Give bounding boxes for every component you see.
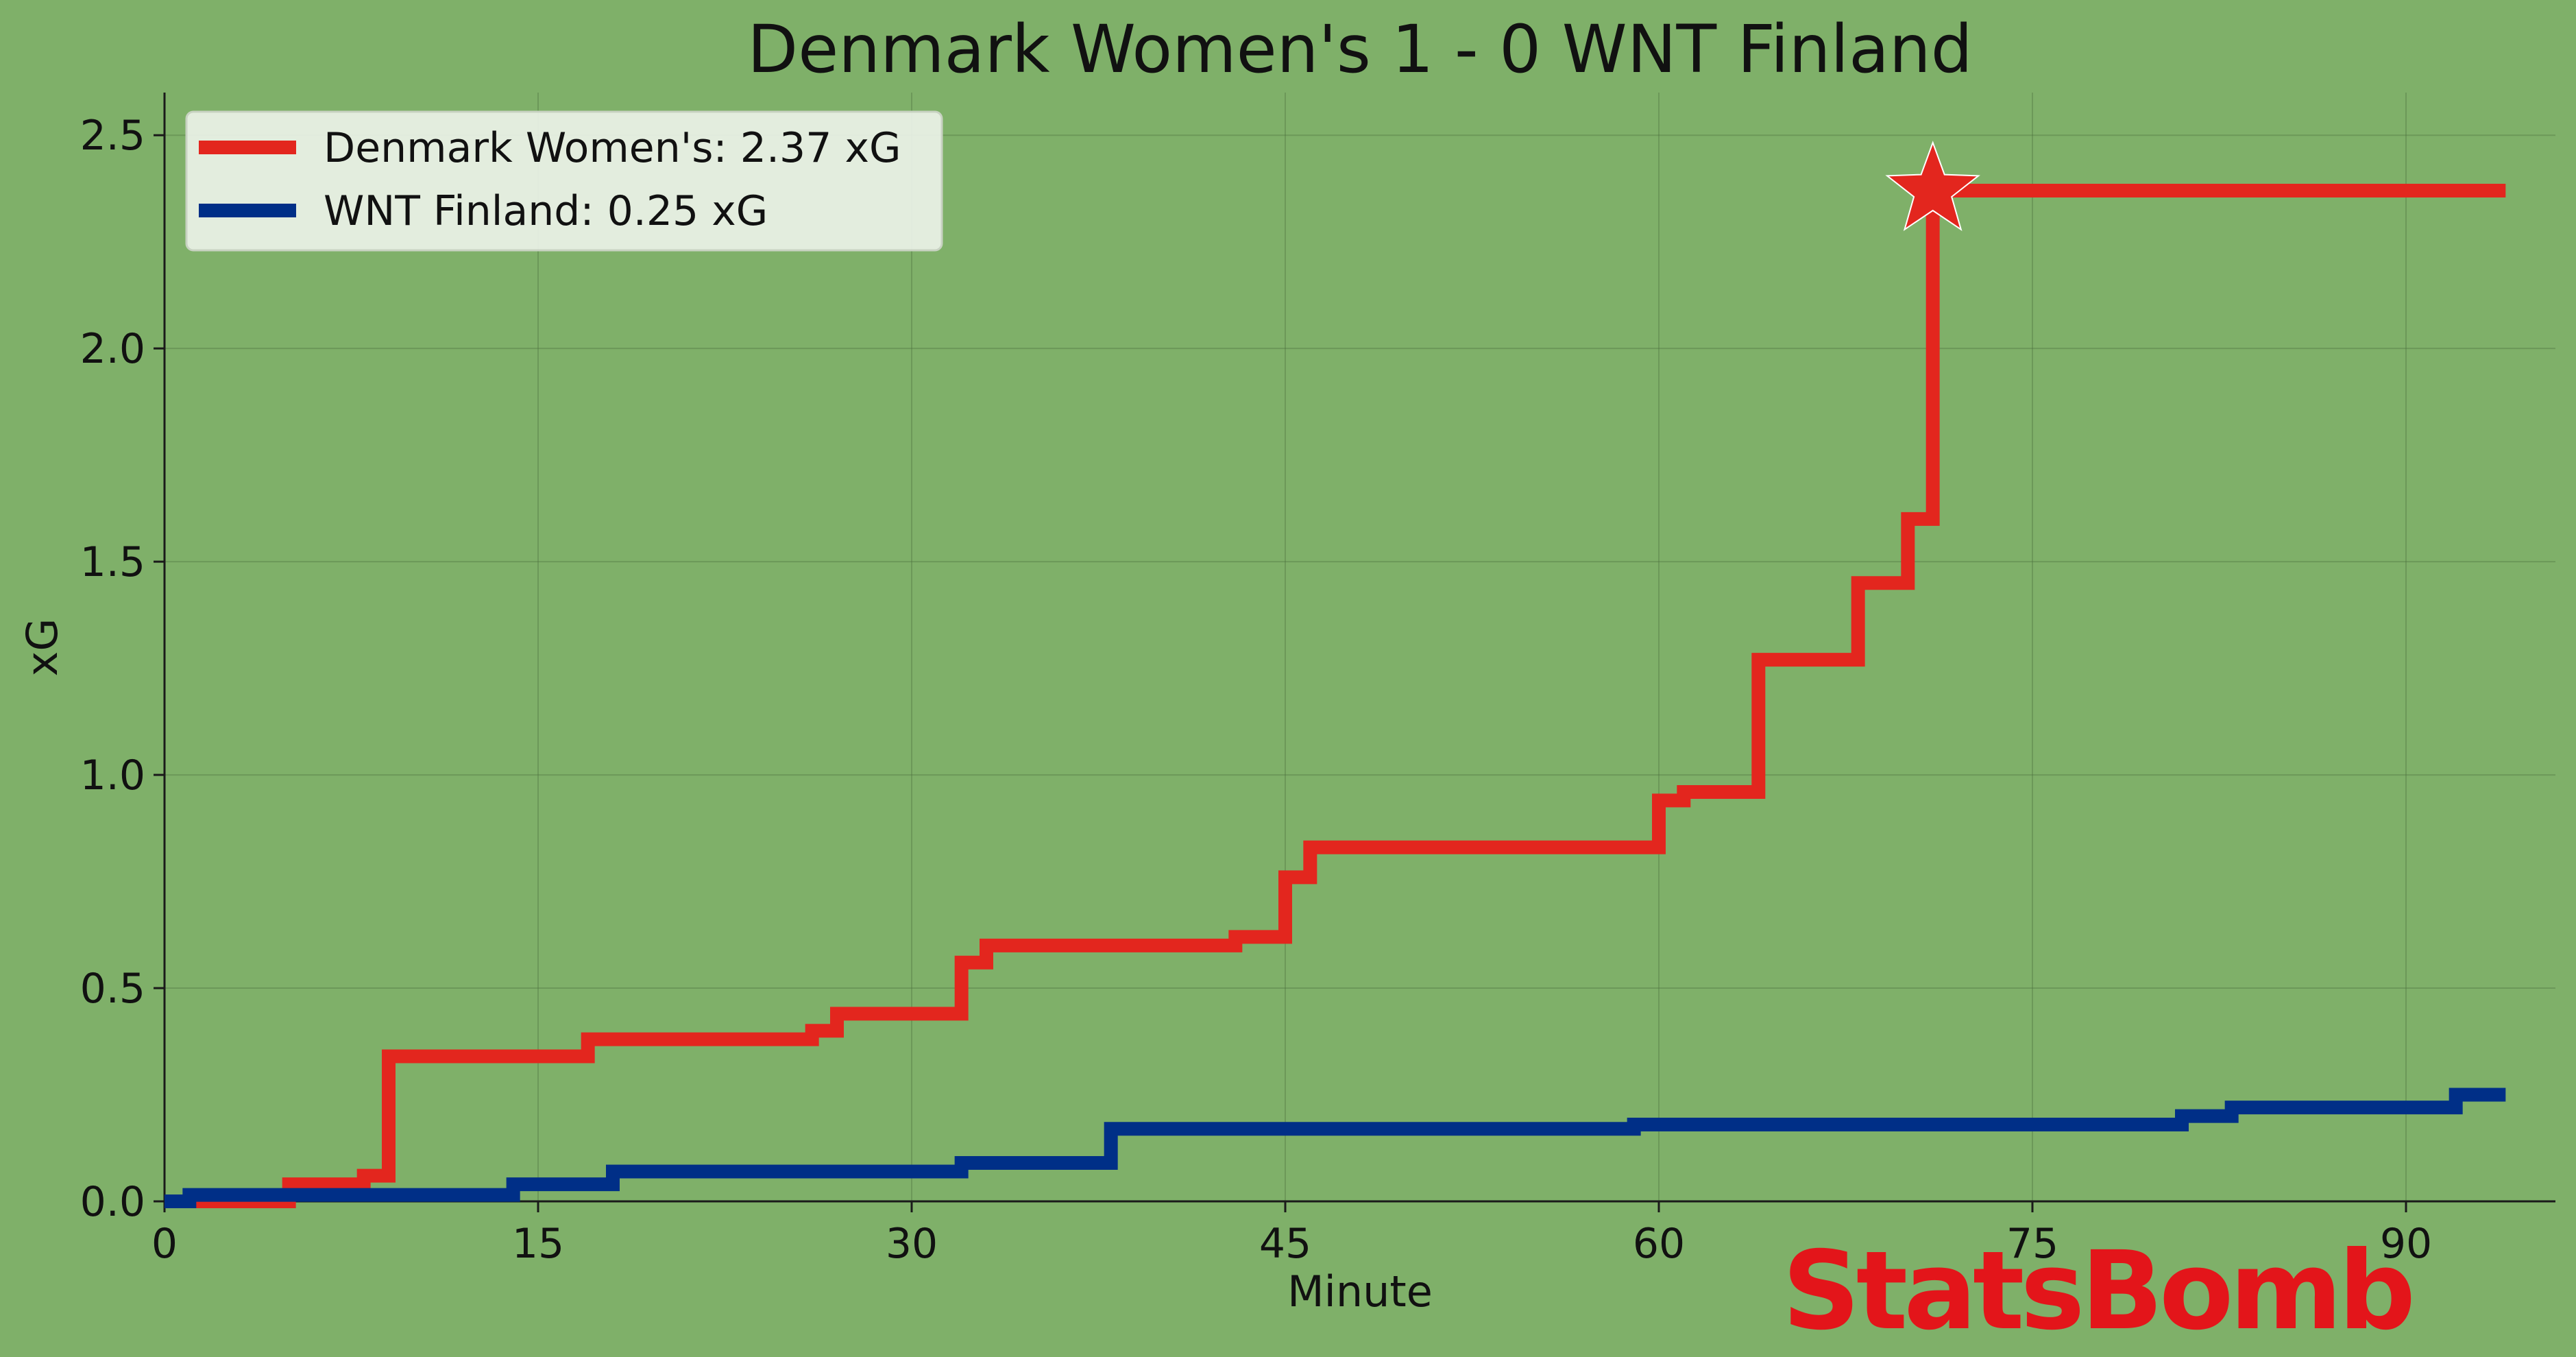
axis-layer: 0 15 30 45 60 75 90 0.0 0.5 1.0 1.5 2.0 2.5 bbox=[80, 93, 2555, 1268]
x-tick-label: 15 bbox=[512, 1220, 564, 1268]
legend-box bbox=[185, 110, 943, 252]
x-tick-label: 90 bbox=[2380, 1220, 2432, 1268]
y-tick-label: 1.0 bbox=[80, 752, 145, 800]
y-tick-label: 0.5 bbox=[80, 965, 145, 1013]
legend-label-finland: WNT Finland: 0.25 xG bbox=[324, 187, 768, 235]
y-tick-label: 2.0 bbox=[80, 325, 145, 373]
series-line-finland bbox=[165, 1088, 2506, 1208]
y-axis-label: xG bbox=[17, 619, 67, 677]
y-tick-label: 2.5 bbox=[80, 112, 145, 160]
chart-title: Denmark Women's 1 - 0 WNT Finland bbox=[747, 11, 1972, 88]
x-tick-label: 75 bbox=[2006, 1220, 2058, 1268]
x-tick-label: 60 bbox=[1633, 1220, 1685, 1268]
x-tick-label: 0 bbox=[151, 1220, 178, 1268]
x-tick-label: 45 bbox=[1259, 1220, 1311, 1268]
series-line-denmark bbox=[165, 184, 2506, 1208]
series-layer bbox=[165, 184, 2506, 1208]
y-tick-label: 0.0 bbox=[80, 1178, 145, 1226]
statsbomb-logo: StatsBomb bbox=[1782, 1228, 2411, 1354]
y-tick-label: 1.5 bbox=[80, 538, 145, 586]
legend: Denmark Women's: 2.37 xG WNT Finland: 0.… bbox=[185, 110, 943, 252]
x-axis-label: Minute bbox=[1287, 1266, 1433, 1317]
x-tick-label: 30 bbox=[886, 1220, 938, 1268]
goal-star-marker bbox=[1885, 141, 1980, 232]
legend-label-denmark: Denmark Women's: 2.37 xG bbox=[324, 124, 901, 172]
annotation-layer bbox=[1885, 141, 1980, 232]
